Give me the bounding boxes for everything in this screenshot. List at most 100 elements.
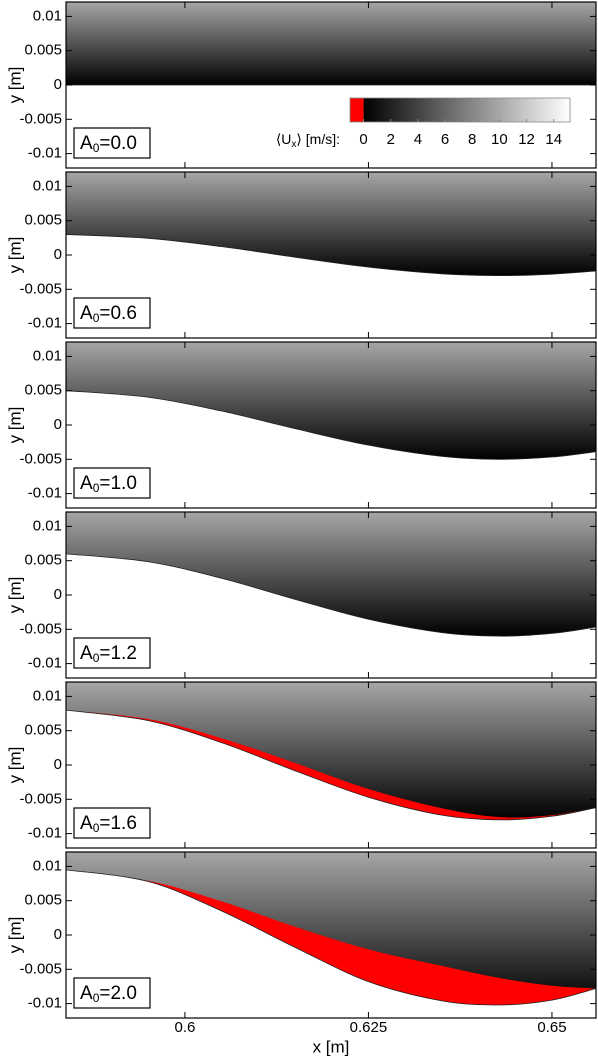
panel-label-sub: 0 xyxy=(93,141,100,155)
colorbar-negative xyxy=(350,98,364,122)
panel-label-base: A xyxy=(80,473,93,494)
y-tick-label: 0.01 xyxy=(33,857,62,874)
y-tick-label: 0.005 xyxy=(24,722,62,739)
panel xyxy=(66,172,596,276)
panel-label-rest: =1.0 xyxy=(99,473,137,494)
wall xyxy=(66,553,596,637)
y-tick-label: 0.005 xyxy=(24,892,62,909)
y-tick-label: 0 xyxy=(54,926,62,943)
y-axis-label: y [m] xyxy=(5,747,24,784)
velocity-field xyxy=(66,512,596,637)
panel-label-box xyxy=(73,467,151,499)
panel-label-base: A xyxy=(80,643,93,664)
panel-label-rest: =2.0 xyxy=(99,983,137,1004)
panel-label-box xyxy=(73,297,151,329)
colorbar-tick-label: 4 xyxy=(414,131,422,148)
panel-label-base: A xyxy=(80,303,93,324)
panel-label-base: A xyxy=(80,813,93,834)
y-axis-label: y [m] xyxy=(5,917,24,954)
colorbar-label-prefix: ⟨U xyxy=(276,131,292,147)
wall xyxy=(66,390,596,460)
panel xyxy=(66,2,596,86)
y-tick-label: 0.01 xyxy=(33,7,62,24)
velocity-field xyxy=(66,852,596,1005)
panel-label-box xyxy=(73,977,151,1009)
panel-label-rest: =1.6 xyxy=(99,813,137,834)
velocity-field xyxy=(66,172,596,276)
colorbar-tick-label: 8 xyxy=(468,131,476,148)
panel-label: A0=0.0 xyxy=(80,133,137,155)
y-tick-label: -0.01 xyxy=(28,315,62,332)
x-tick-label: 0.625 xyxy=(350,1019,388,1036)
wall xyxy=(66,869,596,1006)
y-tick-label: 0.005 xyxy=(24,552,62,569)
y-tick-label: -0.01 xyxy=(28,145,62,162)
wall xyxy=(66,234,596,276)
y-tick-label: -0.01 xyxy=(28,995,62,1012)
y-axis-label: y [m] xyxy=(5,577,24,614)
panel-label-rest: =0.6 xyxy=(99,303,137,324)
colorbar-tick-label: 6 xyxy=(441,131,449,148)
colorbar-label-sub: x xyxy=(291,139,296,150)
colorbar-tick-label: 14 xyxy=(545,131,562,148)
colorbar-tick-label: 12 xyxy=(518,131,535,148)
y-axis-label: y [m] xyxy=(5,407,24,444)
panel-label-base: A xyxy=(80,983,93,1004)
panel-label-box xyxy=(73,637,151,669)
panel-label: A0=2.0 xyxy=(80,983,137,1005)
y-tick-label: -0.005 xyxy=(19,960,62,977)
wall xyxy=(66,709,596,821)
panel-label-box xyxy=(73,807,151,839)
y-tick-label: 0 xyxy=(54,246,62,263)
y-tick-label: 0 xyxy=(54,586,62,603)
panel-label: A0=1.6 xyxy=(80,813,137,835)
x-tick-label: 0.65 xyxy=(537,1019,566,1036)
y-tick-label: 0.01 xyxy=(33,347,62,364)
panel-label-sub: 0 xyxy=(93,481,100,495)
panel xyxy=(66,342,596,460)
colorbar-label: ⟨Ux⟩ [m/s]: xyxy=(276,131,340,150)
colorbar-tick-label: 0 xyxy=(359,131,367,148)
y-tick-label: -0.005 xyxy=(19,620,62,637)
colorbar-tick-label: 10 xyxy=(491,131,508,148)
panel-label: A0=1.0 xyxy=(80,473,137,495)
y-tick-label: 0 xyxy=(54,76,62,93)
y-tick-label: 0.005 xyxy=(24,42,62,59)
y-tick-label: 0.005 xyxy=(24,382,62,399)
panel xyxy=(66,682,596,821)
y-axis-label: y [m] xyxy=(5,67,24,104)
panel-label: A0=1.2 xyxy=(80,643,137,665)
x-tick-label: 0.6 xyxy=(174,1019,195,1036)
y-tick-label: -0.005 xyxy=(19,790,62,807)
y-tick-label: 0 xyxy=(54,756,62,773)
y-tick-label: -0.005 xyxy=(19,110,62,127)
colorbar-gradient xyxy=(363,98,570,122)
panel-label-box xyxy=(73,127,151,159)
y-tick-label: 0.01 xyxy=(33,687,62,704)
y-tick-label: -0.01 xyxy=(28,825,62,842)
y-tick-label: -0.01 xyxy=(28,485,62,502)
panel-label-sub: 0 xyxy=(93,991,100,1005)
panel-label-sub: 0 xyxy=(93,651,100,665)
reversed-flow-region xyxy=(66,869,596,1005)
colorbar-label-suffix: ⟩ [m/s]: xyxy=(296,131,340,147)
velocity-field xyxy=(66,342,596,460)
panel-label-sub: 0 xyxy=(93,821,100,835)
panel-label-base: A xyxy=(80,133,93,154)
x-axis-label: x [m] xyxy=(313,1037,350,1056)
y-tick-label: 0.01 xyxy=(33,517,62,534)
panel-label: A0=0.6 xyxy=(80,303,137,325)
y-tick-label: -0.01 xyxy=(28,655,62,672)
colorbar-tick-label: 2 xyxy=(387,131,395,148)
panel-label-sub: 0 xyxy=(93,311,100,325)
y-tick-label: -0.005 xyxy=(19,450,62,467)
y-tick-label: -0.005 xyxy=(19,280,62,297)
panel xyxy=(66,512,596,637)
y-tick-label: 0.005 xyxy=(24,212,62,229)
y-axis-label: y [m] xyxy=(5,237,24,274)
y-tick-label: 0.01 xyxy=(33,177,62,194)
y-tick-label: 0 xyxy=(54,416,62,433)
colorbar-frame xyxy=(349,97,571,123)
panel xyxy=(66,852,596,1006)
